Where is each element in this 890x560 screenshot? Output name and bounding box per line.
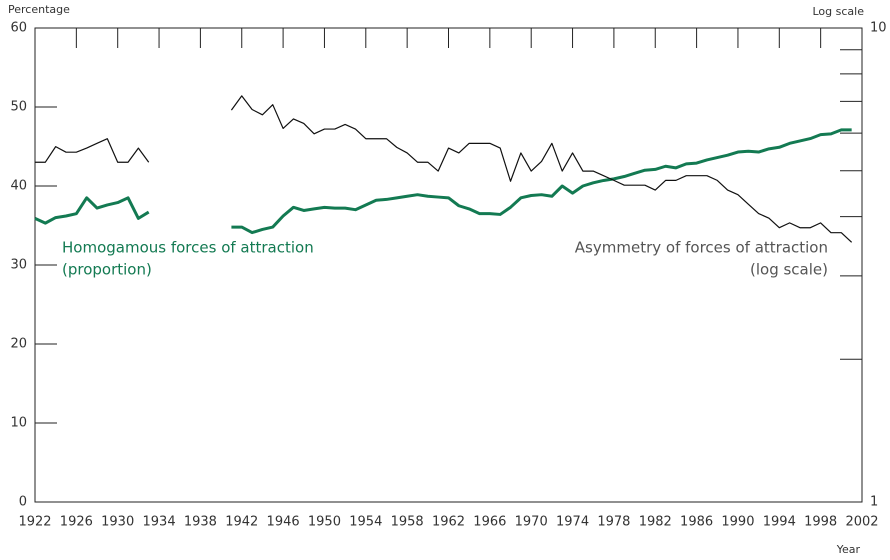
y-tick-label: 40 [10,179,27,194]
y-tick-label: 30 [10,258,27,273]
x-tick-label: 1946 [267,515,300,530]
y-tick-label: 10 [10,416,27,431]
series-label: Asymmetry of forces of attraction [575,239,828,257]
x-tick-label: 1926 [60,515,93,530]
y-tick-label: 50 [10,100,27,115]
series-line [34,128,852,235]
x-tick-label: 1958 [391,515,424,530]
plot-frame [34,27,863,503]
x-tick-label: 2002 [845,515,878,530]
y2-axis-label: Log scale [813,5,865,18]
y-tick-label: 0 [19,495,27,510]
y-axis-label: Percentage [8,3,70,16]
x-tick-label: 1978 [597,515,630,530]
y2-tick-label: 1 [870,495,878,510]
series-label: (log scale) [750,261,828,279]
x-tick-label: 1998 [804,515,837,530]
x-tick-label: 1970 [515,515,548,530]
x-tick-label: 1922 [18,515,51,530]
x-tick-label: 1954 [349,515,382,530]
x-tick-label: 1982 [639,515,672,530]
x-axis-label: Year [836,543,861,556]
x-tick-label: 1930 [101,515,134,530]
y2-tick-label: 10 [870,21,887,36]
x-tick-label: 1938 [184,515,217,530]
x-tick-label: 1986 [680,515,713,530]
series-label: Homogamous forces of attraction [62,239,314,257]
x-tick-label: 1962 [432,515,465,530]
x-tick-label: 1974 [556,515,589,530]
x-tick-label: 1990 [721,515,754,530]
x-tick-label: 1950 [308,515,341,530]
x-tick-label: 1994 [763,515,796,530]
x-tick-label: 1934 [143,515,176,530]
series-label: (proportion) [62,261,152,279]
x-tick-label: 1942 [225,515,258,530]
y-tick-label: 20 [10,337,27,352]
x-tick-label: 1966 [473,515,506,530]
series-line [35,95,853,243]
y-tick-label: 60 [10,21,27,36]
